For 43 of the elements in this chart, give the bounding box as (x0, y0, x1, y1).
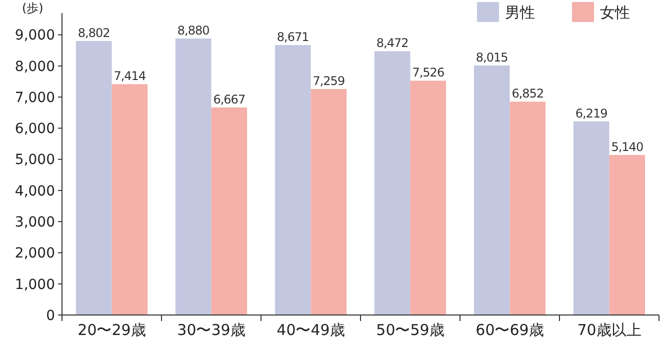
legend-label: 男性 (505, 3, 535, 22)
data-label: 7,414 (114, 69, 146, 84)
bar (76, 40, 112, 315)
y-tick-label: 5,000 (14, 152, 55, 168)
data-label: 8,472 (376, 36, 408, 50)
data-label: 6,219 (575, 106, 608, 120)
legend-label: 女性 (600, 3, 630, 22)
data-label: 8,015 (476, 50, 508, 64)
data-label: 8,880 (177, 24, 210, 38)
data-label: 8,802 (78, 26, 110, 40)
x-tick-label: 50〜59歳 (376, 321, 444, 339)
bar (410, 80, 446, 315)
data-label: 6,852 (512, 86, 544, 101)
x-tick-label: 30〜39歳 (177, 321, 246, 339)
y-tick-label: 8,000 (14, 58, 55, 75)
data-label: 8,671 (276, 30, 309, 44)
data-label: 7,259 (312, 74, 345, 88)
x-tick-label: 60〜69歳 (476, 321, 544, 339)
y-tick-label: 1,000 (14, 276, 55, 293)
y-tick-label: 6,000 (14, 121, 55, 138)
y-tick-label: 4,000 (14, 183, 55, 200)
bar (374, 51, 410, 315)
bar (211, 107, 248, 315)
x-tick-label: 40〜49歳 (276, 321, 345, 339)
y-tick-label: 3,000 (14, 214, 55, 230)
x-tick-label: 20〜29歳 (78, 321, 146, 339)
bar (274, 45, 311, 315)
data-label: 5,140 (611, 140, 644, 154)
y-tick-label: 7,000 (14, 90, 55, 106)
bar (474, 65, 510, 315)
y-tick-label: 2,000 (14, 246, 55, 262)
bar (573, 121, 610, 315)
bar (510, 102, 546, 315)
bar (310, 89, 347, 315)
bar (609, 154, 646, 315)
bar (112, 84, 148, 315)
x-tick-label: 70歳以上 (577, 321, 642, 339)
data-label: 7,526 (412, 66, 444, 80)
y-tick-label: 9,000 (14, 28, 55, 44)
data-label: 6,667 (213, 92, 246, 106)
y-axis-title: (歩) (22, 1, 44, 15)
y-tick-label: 0 (46, 308, 55, 324)
bar (175, 38, 212, 315)
